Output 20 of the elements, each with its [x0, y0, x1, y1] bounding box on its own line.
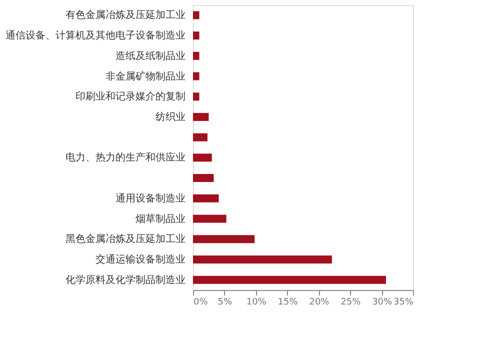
y-tick-label: 化学原料及化学制品制造业 — [66, 274, 186, 286]
y-tick-label: 印刷业和记录媒介的复制 — [76, 90, 186, 103]
y-tick-label: 有色金属冶炼及压延加工业 — [66, 9, 186, 22]
y-tick-label: 通信设备、计算机及其他电子设备制造业 — [6, 30, 186, 42]
y-tick-label: 交通运输设备制造业 — [96, 253, 186, 266]
y-tick-label: 造纸及纸制品业 — [116, 50, 186, 62]
y-tick-label: 通用设备制造业 — [116, 192, 186, 204]
y-tick-label: 纺织业 — [156, 110, 186, 123]
y-tick-label: 电力、热力的生产和供应业 — [66, 152, 186, 164]
y-tick-label: 非金属矿物制品业 — [106, 70, 186, 82]
y-tick-label: 黑色金属冶炼及压延加工业 — [66, 233, 186, 246]
x-tick-label: 5% — [218, 298, 233, 308]
x-tick-label: 35% — [393, 298, 414, 308]
x-tick-label: 0% — [194, 298, 208, 308]
x-tick-label: 20% — [309, 298, 330, 308]
x-tick-label: 15% — [278, 298, 298, 308]
x-tick-label: 10% — [246, 298, 267, 308]
x-tick-label: 30% — [372, 298, 393, 308]
x-tick-label: 25% — [340, 298, 362, 308]
y-tick-label: 烟草制品业 — [136, 212, 186, 225]
